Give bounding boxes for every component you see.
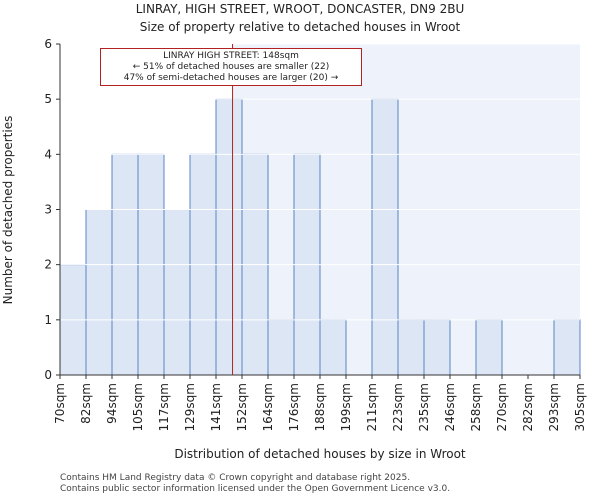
x-tick-label: 282sqm: [521, 383, 535, 431]
x-tick-label: 270sqm: [495, 383, 509, 431]
y-tick-label: 0: [44, 368, 52, 382]
bar: [163, 209, 191, 376]
x-tick-label: 258sqm: [469, 383, 483, 431]
x-tick-label: 70sqm: [53, 383, 67, 424]
bar: [397, 319, 425, 376]
x-tick-label: 94sqm: [105, 383, 119, 424]
bar: [371, 98, 399, 376]
bar: [85, 209, 113, 376]
x-tick-label: 105sqm: [131, 383, 145, 431]
x-tick-label: 82sqm: [79, 383, 93, 424]
footer-line-2: Contains public sector information licen…: [60, 484, 451, 494]
x-tick-label: 246sqm: [443, 383, 457, 431]
y-tick-label: 3: [44, 203, 52, 217]
x-tick-label: 188sqm: [313, 383, 327, 431]
x-axis-label: Distribution of detached houses by size …: [174, 447, 466, 461]
x-tick-label: 117sqm: [157, 383, 171, 431]
bar: [267, 319, 295, 376]
x-tick-label: 235sqm: [417, 383, 431, 431]
y-tick-label: 2: [44, 258, 52, 272]
y-tick-label: 6: [44, 37, 52, 51]
bar: [215, 98, 243, 376]
bar: [423, 319, 451, 376]
x-tick-label: 164sqm: [261, 383, 275, 431]
x-tick-label: 211sqm: [365, 383, 379, 431]
annotation-line-1: LINRAY HIGH STREET: 148sqm: [163, 51, 299, 61]
annotation-line-3: 47% of semi-detached houses are larger (…: [123, 73, 339, 83]
annotation-line-2: ← 51% of detached houses are smaller (22…: [132, 62, 330, 72]
bar: [319, 319, 347, 376]
annotation-box: LINRAY HIGH STREET: 148sqm ← 51% of deta…: [100, 48, 362, 86]
y-axis-label: Number of detached properties: [1, 116, 15, 305]
y-tick-label: 1: [44, 313, 52, 327]
x-tick-label: 152sqm: [235, 383, 249, 431]
y-tick-label: 5: [44, 92, 52, 106]
chart-subtitle: Size of property relative to detached ho…: [139, 20, 461, 34]
x-tick-label: 141sqm: [209, 383, 223, 431]
x-tick-label: 176sqm: [287, 383, 301, 431]
x-tick-label: 129sqm: [183, 383, 197, 431]
y-tick-label: 4: [44, 147, 52, 161]
bar: [553, 319, 581, 376]
x-tick-label: 223sqm: [391, 383, 405, 431]
chart-title: LINRAY, HIGH STREET, WROOT, DONCASTER, D…: [135, 2, 465, 16]
footer-line-1: Contains HM Land Registry data © Crown c…: [60, 473, 411, 483]
x-tick-label: 293sqm: [547, 383, 561, 431]
x-tick-label: 199sqm: [339, 383, 353, 431]
bar: [475, 319, 503, 376]
x-tick-label: 305sqm: [573, 383, 587, 431]
